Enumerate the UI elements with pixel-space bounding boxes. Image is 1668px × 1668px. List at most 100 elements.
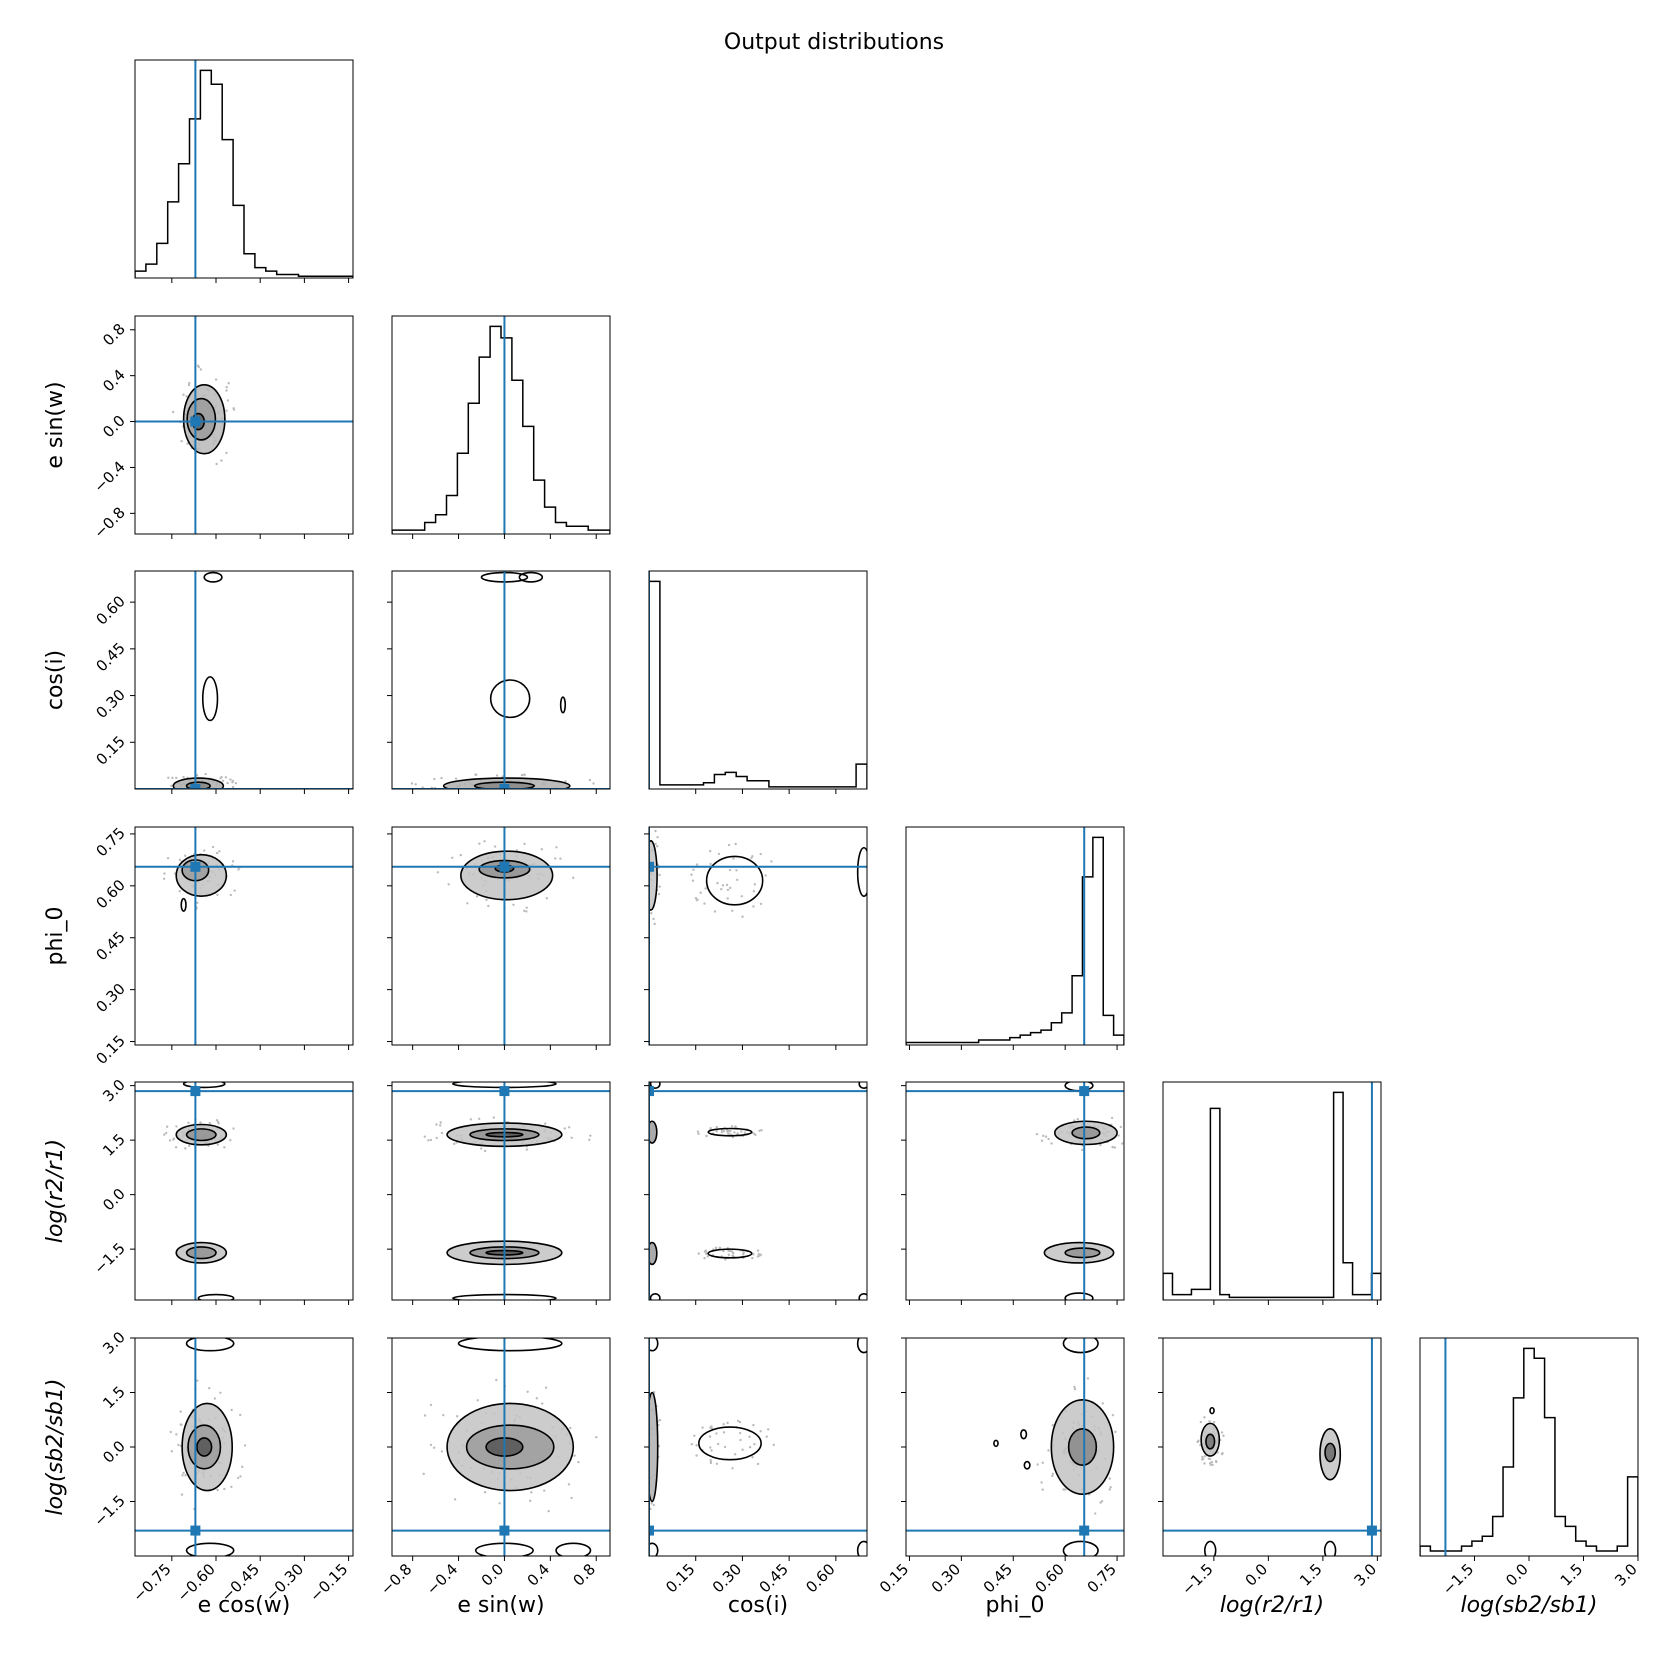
y-tick-label: −0.8 (90, 503, 128, 541)
scatter-point (695, 898, 698, 902)
scatter-point (642, 894, 644, 896)
scatter-point (195, 790, 197, 792)
truth-marker (499, 784, 510, 789)
contour-2 (856, 1338, 867, 1354)
contour-6 (1323, 1540, 1337, 1556)
scatter-point (726, 897, 729, 900)
scatter-point (1209, 1463, 1212, 1466)
scatter-point (730, 1125, 734, 1128)
panel-frame (134, 315, 354, 535)
scatter-point (493, 845, 497, 848)
scatter-point (525, 910, 528, 913)
scatter-point (218, 850, 221, 853)
scatter-point (1207, 1457, 1211, 1460)
scatter-point (229, 778, 232, 781)
scatter-point (573, 1454, 576, 1457)
scatter-point (200, 789, 202, 791)
scatter-point (1101, 1402, 1104, 1405)
scatter-point (439, 1124, 442, 1127)
scatter-point (738, 1431, 742, 1435)
scatter-point (658, 885, 661, 888)
scatter-point (740, 895, 744, 898)
scatter-point (1113, 1146, 1116, 1149)
scatter-point (1040, 1139, 1044, 1142)
scatter-point (231, 779, 235, 783)
panel-frame (1162, 1081, 1382, 1301)
panel-5-2: 0.15 0.30 0.45 0.60 cos(i) (644, 1337, 868, 1618)
scatter-point (170, 1450, 174, 1453)
scatter-point (1051, 1474, 1054, 1478)
scatter-point (735, 869, 738, 872)
scatter-point (523, 909, 526, 913)
panel-5-0: −0.75−0.60−0.45−0.30−0.15−1.50.01.53.0e … (43, 1328, 354, 1618)
contour-5 (559, 696, 567, 714)
scatter-point (180, 439, 183, 443)
histogram-logr (1163, 1091, 1381, 1300)
scatter-point (752, 890, 756, 893)
scatter-point (1047, 1449, 1050, 1452)
scatter-point (1080, 1148, 1084, 1152)
scatter-point (644, 1429, 646, 1431)
scatter-point (545, 897, 549, 900)
x-tick-label: −0.15 (306, 1560, 351, 1605)
scatter-point (652, 1503, 656, 1507)
x-tick-label: 0.75 (1084, 1560, 1120, 1596)
scatter-point (693, 1434, 696, 1438)
panel-frame (134, 1081, 354, 1301)
contour-4 (649, 1082, 661, 1089)
scatter-point (645, 1394, 647, 1396)
panel-content-2-0 (135, 571, 353, 798)
scatter-point (728, 868, 732, 872)
scatter-point (729, 1249, 732, 1252)
scatter-point (722, 1431, 726, 1434)
panel-frame (648, 1081, 868, 1301)
scatter-point (756, 1249, 760, 1252)
scatter-point (182, 393, 185, 396)
scatter-point (695, 863, 699, 866)
scatter-point (716, 881, 719, 885)
scatter-point (512, 903, 515, 906)
scatter-point (741, 1448, 744, 1451)
x-tick-label: −0.75 (129, 1560, 174, 1605)
scatter-point (163, 872, 166, 875)
contour-4 (185, 1542, 235, 1556)
panel-frame (391, 570, 611, 790)
scatter-point (563, 1127, 566, 1130)
scatter-point (656, 845, 659, 848)
truth-marker (1366, 1525, 1377, 1536)
scatter-point (544, 789, 546, 791)
scatter-point (715, 1432, 718, 1435)
scatter-point (236, 1476, 240, 1480)
scatter-point (1130, 1433, 1132, 1435)
scatter-point (451, 856, 454, 859)
scatter-point (1035, 1132, 1039, 1136)
scatter-point (239, 1413, 242, 1417)
panels-group: −0.8−0.40.00.40.8e sin(w)0.150.300.450.6… (43, 59, 1641, 1618)
scatter-point (1109, 1486, 1112, 1489)
scatter-point (181, 1474, 184, 1477)
scatter-point (188, 381, 191, 385)
x-tick-label: 0.4 (524, 1560, 554, 1590)
scatter-point (454, 777, 458, 780)
scatter-point (471, 795, 473, 797)
scatter-point (553, 857, 557, 860)
scatter-point (704, 1249, 708, 1252)
scatter-point (201, 796, 203, 798)
scatter-point (220, 775, 223, 779)
scatter-point (720, 887, 723, 891)
scatter-point (410, 782, 414, 785)
scatter-point (753, 883, 757, 886)
scatter-point (729, 1129, 732, 1133)
scatter-point (427, 1139, 430, 1142)
y-tick-label: 0.30 (92, 980, 128, 1016)
x-tick-label: 3.0 (1611, 1560, 1641, 1590)
x-tick-label: 0.45 (980, 1560, 1016, 1596)
scatter-point (495, 1378, 498, 1382)
y-tick-label: 0.4 (99, 366, 129, 396)
scatter-point (1086, 1377, 1090, 1380)
scatter-point (433, 777, 436, 781)
panel-content-4-2 (649, 1082, 867, 1300)
y-tick-label: 0.8 (99, 320, 129, 350)
scatter-point (179, 1423, 182, 1426)
scatter-point (691, 879, 695, 882)
